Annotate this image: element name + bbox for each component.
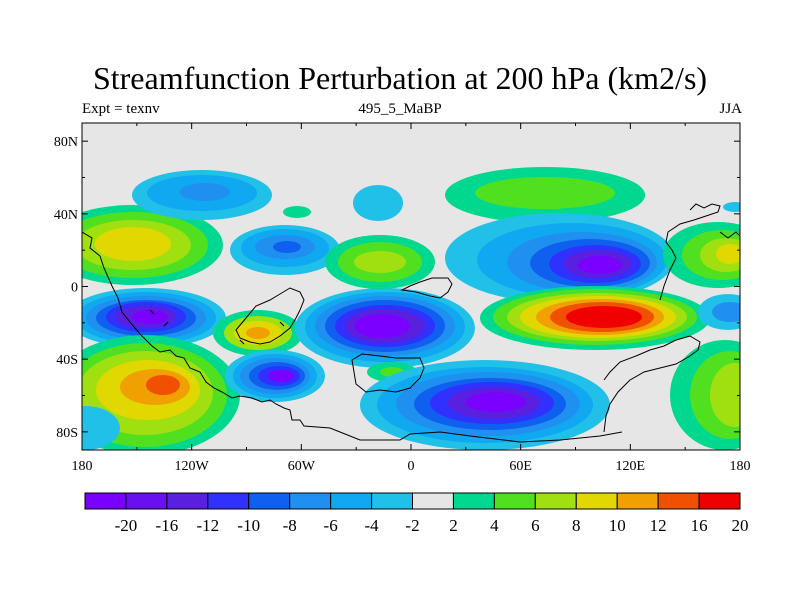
colorbar-swatch [166,492,209,510]
pos-anomaly-s-pacific [82,335,240,450]
neg-anomaly-s-atlantic-w [225,350,325,402]
colorbar-label: 8 [572,516,581,535]
x-tick-label: 120W [175,459,210,474]
neg-anomaly-s-indian [360,360,610,450]
neg-anomaly-asia [445,213,675,303]
pos-anomaly-w-pacific [663,222,740,288]
colorbar-label: -16 [156,516,179,535]
small-green-blob-n [283,206,311,218]
small-blue-blob-e [698,294,740,330]
x-tick-label: 120E [616,459,646,474]
small-blue-blob-n [132,170,272,220]
x-tick-label: 180 [730,459,751,474]
colorbar-label: 4 [490,516,499,535]
case-label: 495_5_MaBP [358,101,442,117]
x-tick-label: 60W [288,459,316,474]
colorbar-label: 6 [531,516,540,535]
y-tick-label: 40N [54,208,78,223]
colorbar-label: 20 [732,516,749,535]
colorbar-label: 12 [650,516,667,535]
colorbar-label: -12 [196,516,219,535]
colorbar-swatch [534,492,577,510]
pos-anomaly-s-america [213,310,303,356]
colorbar-swatch [493,492,536,510]
colorbar-label: 16 [691,516,708,535]
colorbar-swatch [616,492,659,510]
colorbar-swatch [452,492,495,510]
colorbar-label: -20 [115,516,138,535]
colorbar-label: 2 [449,516,458,535]
small-blue-blob-n2 [353,185,403,221]
y-tick-label: 40S [56,353,78,368]
pos-anomaly-n-pacific-e [82,205,223,285]
y-tick-label: 80N [54,135,78,150]
pos-anomaly-n-africa [325,235,435,289]
colorbar: -20 -16 -12 -10 -8 -6 -4 -2 2 4 6 8 10 12 16 20 [84,492,749,535]
colorbar-swatch [84,492,127,510]
pos-anomaly-indian [480,286,710,350]
colorbar-label: -10 [237,516,260,535]
colorbar-label: -4 [364,516,379,535]
season-label: JJA [719,101,742,117]
colorbar-swatch [657,492,700,510]
colorbar-swatch [248,492,291,510]
neg-anomaly-s-atlantic [295,288,475,368]
colorbar-label: 10 [609,516,626,535]
colorbar-label: -6 [324,516,338,535]
colorbar-swatch [412,492,454,510]
colorbar-swatch [330,492,373,510]
colorbar-swatch [289,492,332,510]
colorbar-swatch [207,492,250,510]
y-tick-label: 0 [71,281,78,296]
colorbar-swatch [371,492,413,510]
colorbar-swatch [575,492,618,510]
x-tick-label: 180 [72,459,93,474]
neg-anomaly-n-atlantic-w [230,225,340,275]
colorbar-label: -8 [283,516,297,535]
chart-title: Streamfunction Perturbation at 200 hPa (… [92,60,708,96]
contour-field [82,167,740,450]
axes: 180 120W 60W 0 60E 120E 180 80N 40N 0 40S 80S [54,123,751,474]
pos-anomaly-sw-pacific [670,340,740,450]
coastlines [82,203,740,443]
experiment-label: Expt = texnv [82,101,160,117]
x-tick-label: 60E [509,459,532,474]
y-tick-label: 80S [56,426,78,441]
blue-band-sw [82,406,120,450]
pos-anomaly-n-eurasia [445,167,645,223]
colorbar-swatch [125,492,168,510]
colorbar-swatch [698,492,741,510]
small-blue-blob-ne [723,202,740,212]
colorbar-label: -2 [405,516,419,535]
x-tick-label: 0 [408,459,415,474]
